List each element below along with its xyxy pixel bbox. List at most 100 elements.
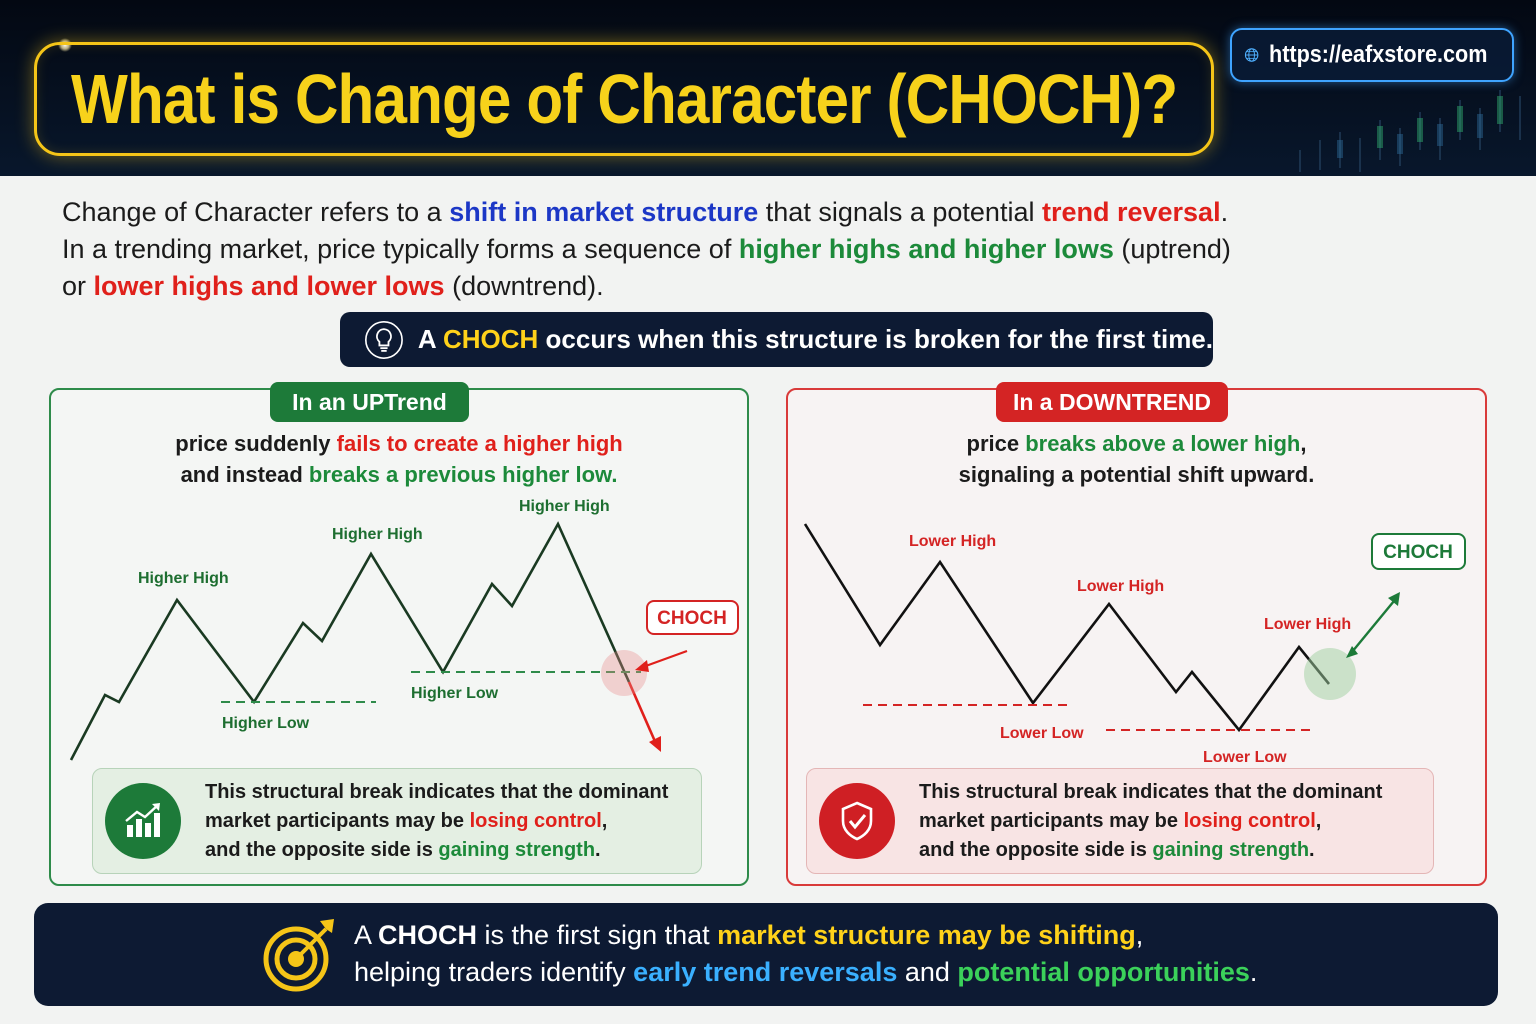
footer-part: . — [1249, 957, 1258, 987]
uptrend-panel: In an UPTrend price suddenly fails to cr… — [49, 382, 749, 886]
choch-pointer-arrow — [642, 649, 688, 669]
choch-label-box — [1371, 533, 1466, 570]
intro-highlight-blue: shift in market structure — [449, 197, 759, 227]
downtrend-note: This structural break indicates that the… — [806, 768, 1434, 874]
note-text: , — [601, 809, 608, 832]
title-frame: What is Change of Character (CHOCH)? — [34, 42, 1214, 156]
intro-line-1: Change of Character refers to a shift in… — [62, 194, 1302, 231]
label-higher-low: Higher Low — [222, 715, 310, 732]
page-title: What is Change of Character (CHOCH)? — [70, 60, 1178, 138]
choch-pointer-arrowhead — [635, 660, 649, 672]
label-lower-low: Lower Low — [1203, 749, 1287, 766]
downtrend-note-text: This structural break indicates that the… — [919, 778, 1382, 865]
note-line-1: This structural break indicates that the… — [919, 780, 1383, 803]
label-lower-high: Lower High — [1077, 578, 1164, 595]
intro-text: (downtrend). — [444, 271, 604, 301]
footer-part: A — [354, 920, 379, 950]
intro-highlight-red: lower highs and lower lows — [93, 271, 445, 301]
uptrend-note: This structural break indicates that the… — [92, 768, 702, 874]
intro-highlight-green: higher highs and higher lows — [738, 234, 1114, 264]
footer-line-1: A CHOCH is the first sign that market st… — [354, 917, 1257, 954]
intro-line-3: or lower highs and lower lows (downtrend… — [62, 268, 1302, 305]
note-highlight-red: losing control — [469, 809, 602, 832]
break-point-highlight — [1304, 648, 1356, 700]
candlestick-background — [1299, 90, 1521, 172]
downtrend-desc-line-2: signaling a potential shift upward. — [958, 462, 1315, 487]
note-line-2: market participants may be losing contro… — [919, 807, 1382, 836]
footer-line-2: helping traders identify early trend rev… — [354, 954, 1257, 991]
desc-text: , — [1300, 431, 1307, 456]
desc-text: and instead — [180, 462, 309, 487]
intro-text: (uptrend) — [1113, 234, 1231, 264]
footer-choch: CHOCH — [378, 920, 478, 950]
intro-text: . — [1220, 197, 1229, 227]
intro-text: that signals a potential — [758, 197, 1042, 227]
intro-text: In a trending market, price typically fo… — [62, 234, 739, 264]
callout-text: A CHOCH occurs when this structure is br… — [418, 324, 1213, 355]
note-line-1: This structural break indicates that the… — [205, 780, 669, 803]
sparkle-decoration — [58, 38, 72, 52]
footer-part: , — [1135, 920, 1144, 950]
choch-label: CHOCH — [1383, 542, 1453, 563]
note-text: and the opposite side is — [205, 838, 439, 861]
footer-highlight-green: potential opportunities — [957, 957, 1250, 987]
note-text: , — [1315, 809, 1322, 832]
desc-text: price — [966, 431, 1026, 456]
desc-highlight-green: breaks a previous higher low. — [308, 462, 618, 487]
label-higher-low: Higher Low — [411, 685, 499, 702]
desc-highlight-red: fails to create a higher high — [336, 431, 623, 456]
downtrend-panel: In a DOWNTREND price breaks above a lowe… — [786, 382, 1487, 886]
downtrend-tag: In a DOWNTREND — [996, 382, 1228, 422]
uptrend-tag: In an UPTrend — [270, 382, 469, 422]
label-higher-high: Higher High — [138, 570, 229, 587]
label-higher-high: Higher High — [519, 498, 610, 515]
note-highlight-green: gaining strength — [1152, 838, 1310, 861]
downtrend-price-line — [803, 523, 1331, 733]
choch-label-box — [646, 600, 739, 635]
note-line-3: and the opposite side is gaining strengt… — [919, 836, 1382, 865]
downtrend-desc-line-1: price breaks above a lower high, — [788, 428, 1485, 459]
uptrend-break-line — [627, 681, 659, 747]
downtrend-description: price breaks above a lower high, signali… — [788, 428, 1485, 490]
note-text: market participants may be — [919, 809, 1184, 832]
note-line-3: and the opposite side is gaining strengt… — [205, 836, 668, 865]
label-lower-high: Lower High — [1264, 616, 1351, 633]
footer-part: helping traders identify — [354, 957, 634, 987]
uptrend-desc-line-2: and instead breaks a previous higher low… — [51, 459, 747, 490]
choch-label: CHOCH — [657, 608, 727, 629]
footer-highlight-blue: early trend reversals — [633, 957, 898, 987]
footer-highlight-yellow: market structure may be shifting — [717, 920, 1136, 950]
uptrend-description: price suddenly fails to create a higher … — [51, 428, 747, 490]
choch-up-arrow — [1351, 600, 1395, 653]
intro-text: Change of Character refers to a — [62, 197, 450, 227]
lightbulb-icon — [364, 320, 403, 359]
footer-banner: A CHOCH is the first sign that market st… — [34, 903, 1498, 1006]
note-highlight-green: gaining strength — [438, 838, 596, 861]
intro-paragraph: Change of Character refers to a shift in… — [62, 194, 1302, 305]
header: What is Change of Character (CHOCH)? htt… — [0, 0, 1536, 176]
callout-part: occurs when this structure is broken for… — [538, 324, 1213, 354]
break-point-highlight — [601, 650, 647, 696]
uptrend-diagram: Higher High Higher High Higher High High… — [69, 498, 739, 761]
uptrend-price-line — [69, 521, 631, 761]
choch-callout: A CHOCH occurs when this structure is br… — [340, 312, 1213, 367]
choch-up-arrow-tail — [1346, 646, 1358, 658]
callout-choch: CHOCH — [442, 324, 539, 354]
label-lower-high: Lower High — [909, 533, 996, 550]
intro-line-2: In a trending market, price typically fo… — [62, 231, 1302, 268]
target-arrow-icon — [263, 919, 334, 992]
website-link[interactable]: https://eafxstore.com — [1230, 28, 1514, 82]
label-lower-low: Lower Low — [1000, 725, 1084, 742]
note-text: market participants may be — [205, 809, 470, 832]
shield-check-icon — [819, 783, 895, 859]
uptrend-break-arrowhead — [649, 736, 661, 752]
intro-text: or — [62, 271, 94, 301]
intro-highlight-red: trend reversal — [1041, 197, 1221, 227]
bar-chart-growth-icon — [105, 783, 181, 859]
downtrend-diagram: Lower High Lower High Lower High Lower L… — [803, 523, 1466, 766]
footer-text: A CHOCH is the first sign that market st… — [354, 917, 1257, 991]
website-url[interactable]: https://eafxstore.com — [1269, 41, 1488, 68]
desc-highlight-green: breaks above a lower high — [1025, 431, 1301, 456]
desc-text: price suddenly — [175, 431, 337, 456]
note-text: and the opposite side is — [919, 838, 1153, 861]
